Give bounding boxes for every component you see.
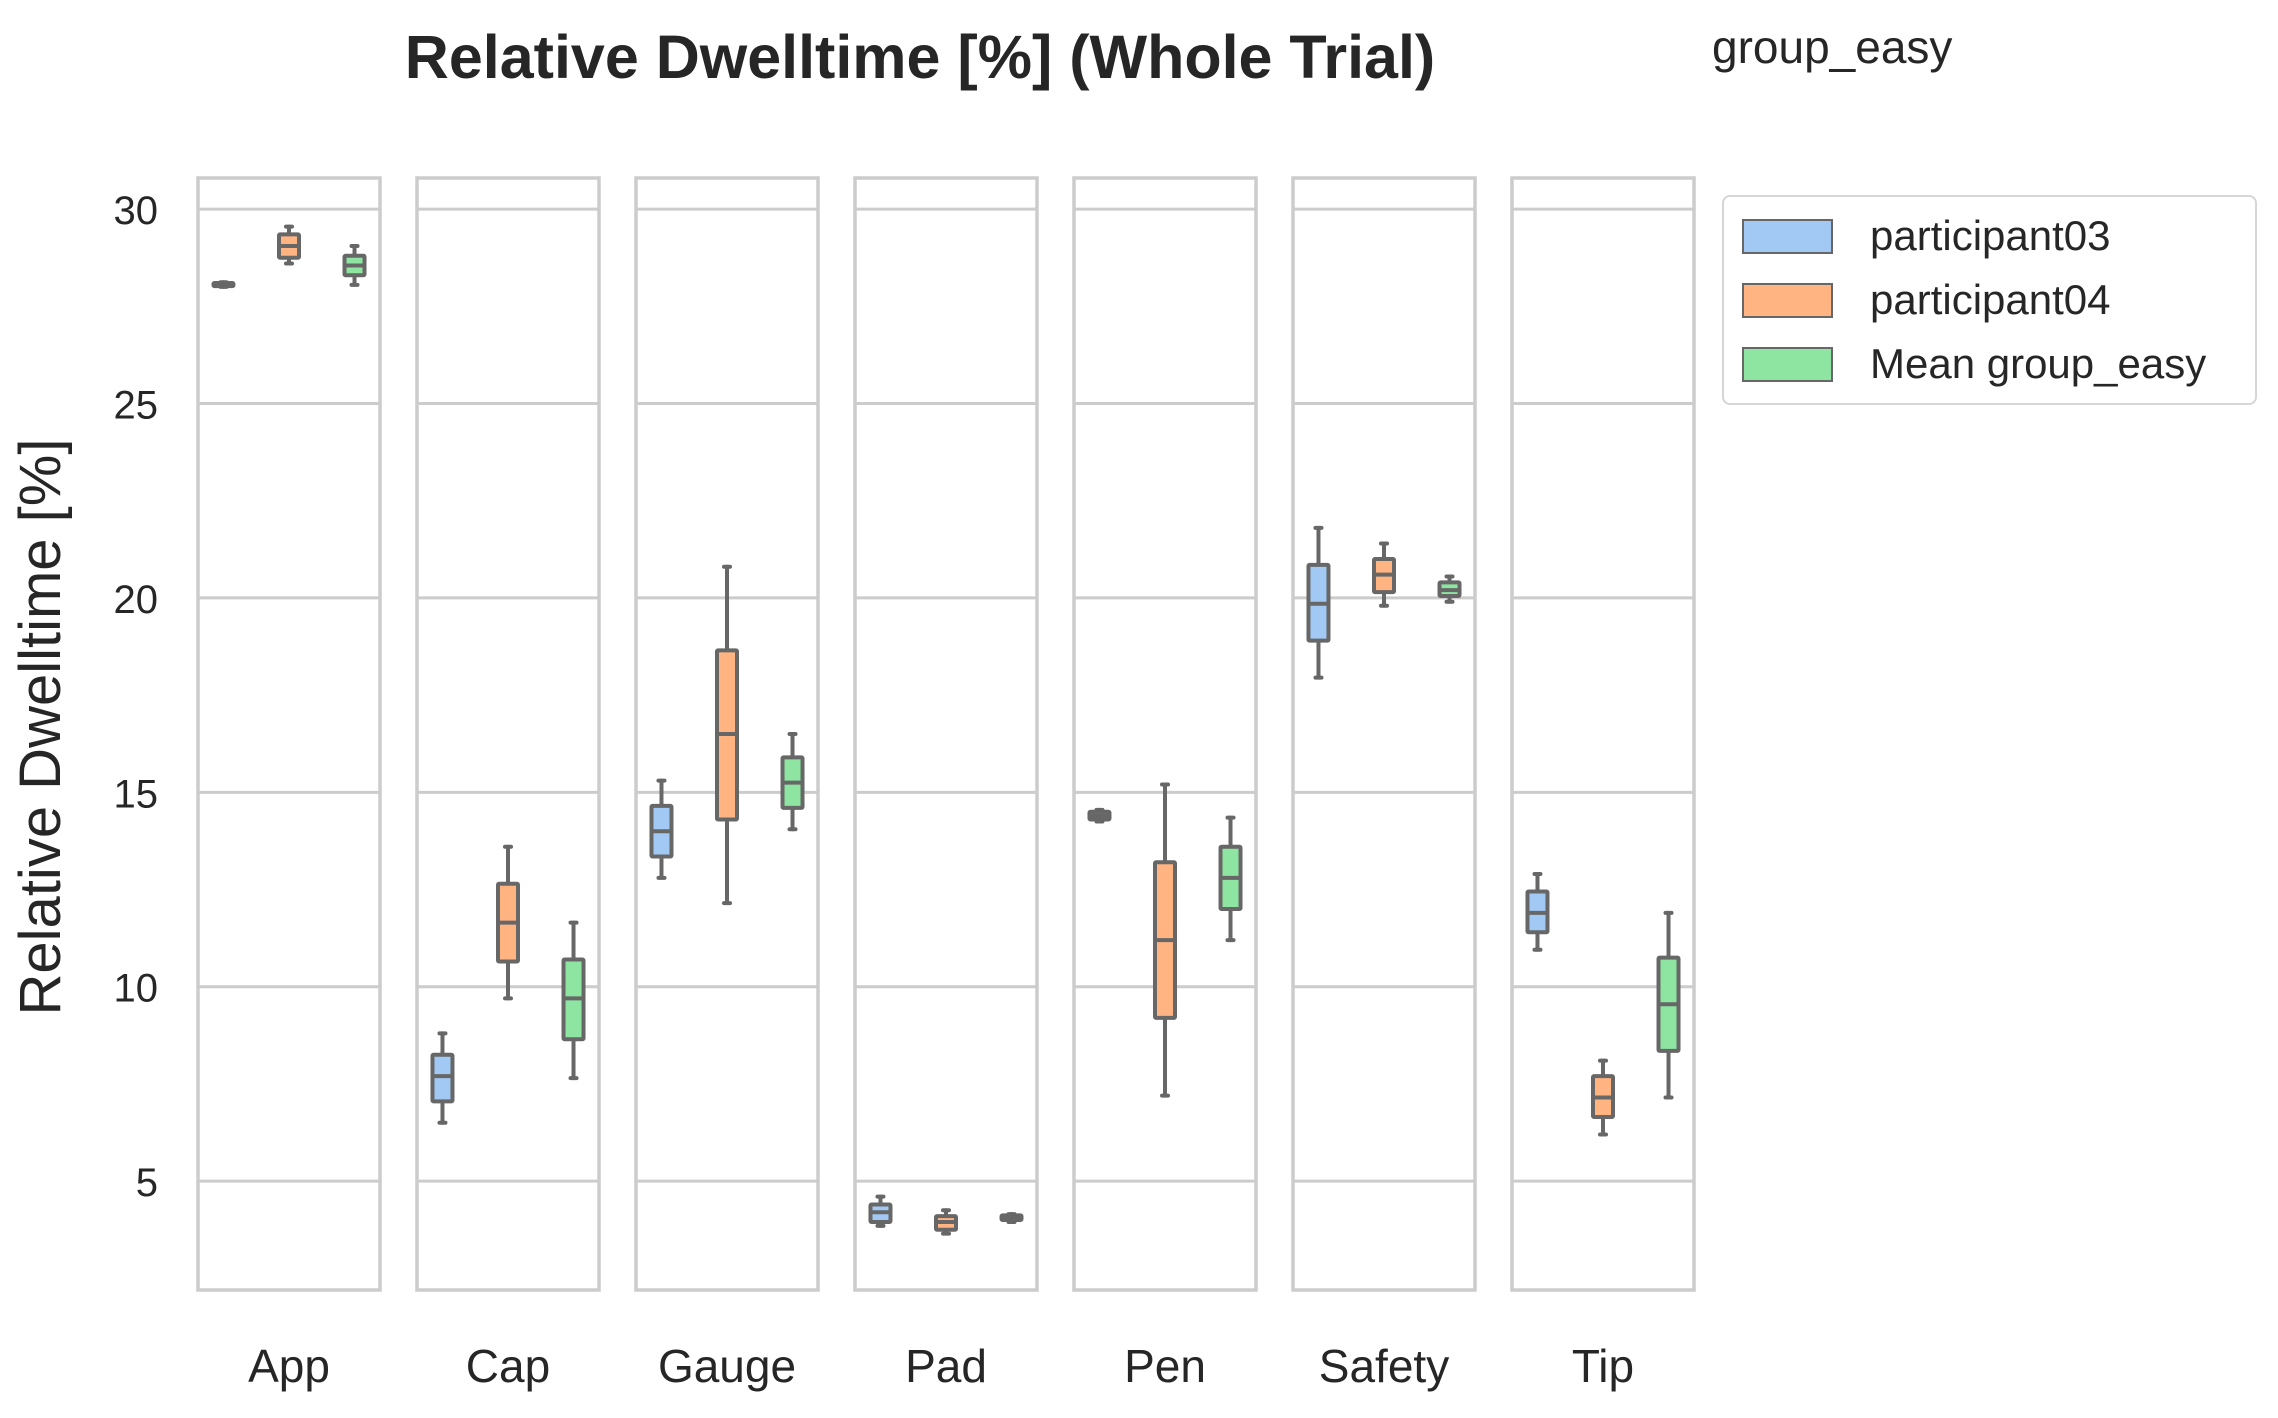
box-participant03 xyxy=(430,1031,455,1125)
y-axis-label: Relative Dwelltime [%] xyxy=(8,439,73,1016)
legend-label: participant03 xyxy=(1870,212,2111,259)
legend-item-participant03: participant03 xyxy=(1742,211,2111,261)
box-participant03 xyxy=(211,280,236,289)
legend: participant03 participant04 Mean group_e… xyxy=(1722,195,2257,405)
y-tick-label: 10 xyxy=(114,967,159,1011)
x-category-label: App xyxy=(248,1340,330,1392)
facet-frame xyxy=(634,176,820,1292)
legend-item-mean-group-easy: Mean group_easy xyxy=(1742,339,2206,389)
x-category-label: Tip xyxy=(1572,1340,1634,1392)
box-participant04 xyxy=(1153,782,1177,1098)
y-tick-label: 25 xyxy=(114,384,159,428)
box-participant04 xyxy=(496,844,520,1001)
x-category-label: Gauge xyxy=(658,1340,796,1392)
box-mean-group_easy xyxy=(1218,815,1243,943)
y-tick-label: 15 xyxy=(114,772,159,816)
y-tick-label: 20 xyxy=(114,578,159,622)
box-participant03 xyxy=(868,1194,893,1228)
box-participant04 xyxy=(715,564,739,906)
legend-label: participant04 xyxy=(1870,276,2111,323)
box-mean-group_easy xyxy=(780,732,805,832)
facet-safety: Safety xyxy=(1291,176,1477,1392)
facet-frame xyxy=(1510,176,1696,1292)
box-mean-group_easy xyxy=(342,244,367,287)
facet-tip: Tip xyxy=(1510,176,1696,1392)
chart-subtitle: group_easy xyxy=(1712,21,1953,73)
facet-gauge: Gauge xyxy=(634,176,820,1392)
box-participant03 xyxy=(1525,871,1550,952)
legend-swatch xyxy=(1742,218,1833,254)
chart-title: Relative Dwelltime [%] (Whole Trial) xyxy=(404,23,1436,91)
x-category-label: Safety xyxy=(1319,1340,1449,1392)
box-mean-group_easy xyxy=(1437,574,1462,604)
box-mean-group_easy xyxy=(1656,910,1681,1100)
box-participant04 xyxy=(1591,1058,1615,1137)
box-participant04 xyxy=(277,224,301,266)
facet-panels: App Cap Gauge Pad Pen Safety Tip xyxy=(196,176,1696,1392)
box-mean-group_easy xyxy=(561,920,586,1081)
facet-frame xyxy=(853,176,1039,1292)
facet-frame xyxy=(1291,176,1477,1292)
y-axis: 5 10 15 20 25 30 xyxy=(114,189,159,1205)
legend-label: Mean group_easy xyxy=(1870,340,2207,387)
box-participant03 xyxy=(649,778,674,880)
facet-frame xyxy=(415,176,601,1292)
x-category-label: Cap xyxy=(466,1340,550,1392)
x-category-label: Pad xyxy=(905,1340,987,1392)
box-participant04 xyxy=(934,1208,958,1236)
facet-frame xyxy=(1072,176,1258,1292)
facet-frame xyxy=(196,176,382,1292)
y-tick-label: 5 xyxy=(136,1161,158,1205)
facet-pen: Pen xyxy=(1072,176,1258,1392)
legend-swatch xyxy=(1742,282,1833,318)
legend-item-participant04: participant04 xyxy=(1742,275,2111,325)
box-mean-group_easy xyxy=(999,1212,1024,1224)
y-tick-label: 30 xyxy=(114,189,159,233)
box-participant04 xyxy=(1372,541,1396,608)
box-participant03 xyxy=(1306,525,1331,680)
x-category-label: Pen xyxy=(1124,1340,1206,1392)
facet-cap: Cap xyxy=(415,176,601,1392)
facet-pad: Pad xyxy=(853,176,1039,1392)
legend-swatch xyxy=(1742,346,1833,382)
box-participant03 xyxy=(1087,807,1112,824)
facet-app: App xyxy=(196,176,382,1392)
